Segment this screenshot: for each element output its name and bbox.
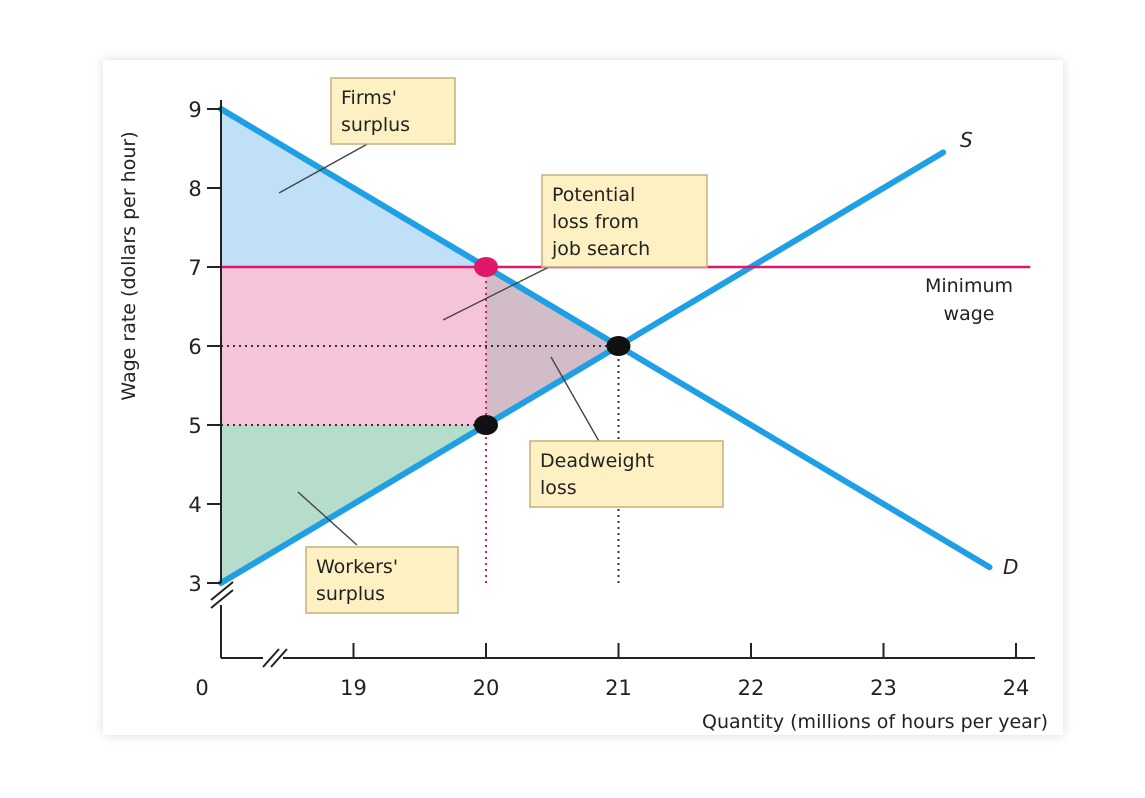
x-tick-label-24: 24 <box>1003 676 1030 700</box>
callout-firms-surplus: Firms' surplus <box>278 77 456 194</box>
chart-svg: 3 4 5 6 7 8 9 19 20 21 22 23 24 Firms' surplus Potenti… <box>118 77 1048 733</box>
callout-potential-loss-from-job-search: Potential loss from job search <box>442 174 708 321</box>
callout-text-line: loss from <box>552 211 639 233</box>
axes <box>210 100 1035 668</box>
callout-text-line: Firms' <box>341 87 397 109</box>
demand-curve <box>218 106 993 571</box>
x-tick-label-21: 21 <box>605 676 632 700</box>
y-tick-label-7: 7 <box>188 256 201 280</box>
x-axis-break <box>262 648 288 668</box>
leader-line-workers-surplus <box>297 491 358 546</box>
leader-line-firms-surplus <box>278 141 372 194</box>
callout-text-line: Workers' <box>316 556 398 578</box>
tick-marks-and-labels: 3 4 5 6 7 8 9 19 20 21 22 23 24 <box>188 98 1029 700</box>
callout-workers-surplus: Workers' surplus <box>297 491 459 614</box>
x-axis-title: Quantity (millions of hours per year) <box>702 711 1048 733</box>
callout-box-deadweight-loss <box>529 440 724 508</box>
y-tick-label-3: 3 <box>188 572 201 596</box>
x-tick-label-19: 19 <box>340 676 367 700</box>
y-axis-title-text: Wage rate (dollars per hour) <box>118 131 140 400</box>
x-tick-label-20: 20 <box>473 676 500 700</box>
leader-line-deadweight-loss <box>550 356 601 444</box>
y-tick-label-8: 8 <box>188 177 201 201</box>
callout-text-line: loss <box>540 477 577 499</box>
x-tick-label-22: 22 <box>738 676 765 700</box>
demand-curve-label: D <box>1003 555 1018 579</box>
callouts: Firms' surplus Potential loss from job searc… <box>278 77 724 614</box>
point-20-5 <box>474 415 498 435</box>
supply-curve-label: S <box>960 128 973 152</box>
y-tick-label-9: 9 <box>188 98 201 122</box>
y-tick-label-5: 5 <box>188 414 201 438</box>
origin-label: 0 <box>195 676 208 700</box>
equilibrium-points <box>474 257 631 435</box>
callout-box-potential-loss-from-job-search <box>541 174 708 268</box>
y-tick-label-6: 6 <box>188 335 201 359</box>
x-tick-label-23: 23 <box>870 676 897 700</box>
callout-text-line: Potential <box>552 184 635 206</box>
chart-card: 3 4 5 6 7 8 9 19 20 21 22 23 24 Firms' surplus Potenti… <box>103 60 1063 735</box>
curve-labels: S D Minimum wage <box>925 128 1018 579</box>
callout-text-line: job search <box>551 238 650 260</box>
callout-box-workers-surplus <box>305 546 459 614</box>
callout-text-line: surplus <box>341 114 410 136</box>
point-20-7 <box>474 257 498 277</box>
minimum-wage-label-line: Minimum <box>925 275 1013 297</box>
supply-curve <box>218 149 947 586</box>
callout-deadweight-loss: Deadweight loss <box>529 356 724 508</box>
point-21-6 <box>606 336 631 356</box>
y-axis-break <box>210 581 234 609</box>
callout-text-line: Deadweight <box>540 450 654 472</box>
minimum-wage-label-line: wage <box>944 303 995 325</box>
y-tick-label-4: 4 <box>188 493 201 517</box>
callout-text-line: surplus <box>316 583 385 605</box>
callout-box-firms-surplus <box>330 77 456 145</box>
y-axis-title: Wage rate (dollars per hour) <box>118 131 140 400</box>
